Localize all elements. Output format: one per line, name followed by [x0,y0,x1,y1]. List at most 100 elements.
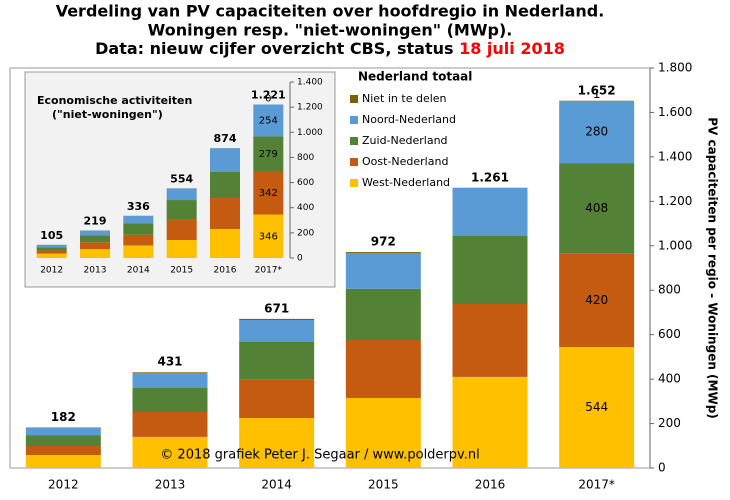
bar-segment [132,388,208,412]
bar-segment [123,234,154,246]
x-tick-label: 2012 [48,478,79,492]
y-tick-label: 200 [658,416,681,430]
bar-segment [452,304,528,377]
bar-segment [253,136,284,172]
bar-segment [123,245,154,258]
x-tick-label: 2015 [170,266,193,276]
bar-segment [559,163,635,254]
inset-title: Economische activiteiten [37,94,192,107]
legend-label: West-Nederland [362,176,450,189]
y-tick-label: 1.200 [658,194,692,208]
title-line: Woningen resp. "niet-woningen" (MWp). [148,21,513,40]
x-tick-label: 2017* [255,266,283,276]
total-label: 105 [40,229,63,242]
bar-segment [559,347,635,468]
total-label: 874 [214,132,237,145]
y-tick-label: 0 [658,461,666,475]
y-tick-label: 600 [297,178,314,188]
y-tick-label: 1.400 [658,149,692,163]
bar-segment [25,435,101,446]
bar-segment [210,148,240,173]
x-tick-label: 2013 [84,266,107,276]
bar-segment [166,188,197,201]
bar-segment [80,230,110,236]
bar-segment [80,242,110,250]
segment-label: 408 [585,201,608,215]
bar-segment [166,240,197,258]
bar-segment [239,342,315,380]
bar-segment [25,446,101,456]
segment-label: 280 [585,125,608,139]
y-tick-label: 1.000 [297,128,323,138]
bar-segment [345,252,421,253]
segment-label: 279 [259,149,278,160]
bar-segment [210,172,240,199]
total-label: 554 [170,172,193,185]
bar-segment [166,219,197,241]
y-tick-label: 800 [297,153,314,163]
legend-swatch [350,95,358,103]
bar-segment [239,320,315,342]
bar-segment [80,235,110,243]
x-tick-label: 2014 [127,266,150,276]
segment-label: 254 [259,115,278,126]
title-line: Verdeling van PV capaciteiten over hoofd… [56,2,605,21]
total-label: 336 [127,200,150,213]
x-tick-label: 2016 [475,478,506,492]
bar-segment [210,198,240,230]
legend-label: Oost-Nederland [362,155,448,168]
bar-segment [253,104,284,137]
bar-segment [132,436,208,468]
y-tick-label: 1.000 [658,238,692,252]
total-label: 182 [51,410,76,424]
y-tick-label: 1.200 [297,103,323,113]
segment-label: 0 [265,94,271,105]
bar-segment [345,288,421,340]
total-label: 219 [84,214,107,227]
total-label: 671 [264,301,289,315]
x-tick-label: 2016 [214,266,237,276]
y-tick-label: 1.800 [658,61,692,75]
title-line: Data: nieuw cijfer overzicht CBS, status… [95,39,565,58]
total-label: 1.221 [251,89,286,102]
bar-segment [239,318,315,320]
legend-swatch [350,116,358,124]
title-date: 18 juli 2018 [459,39,565,58]
bar-segment [36,250,67,254]
legend-label: Noord-Nederland [362,113,456,126]
segment-label: 1 [593,87,601,101]
y-axis-label: PV capaciteiten per regio - Woningen (MW… [706,117,720,419]
bar-segment [80,249,110,258]
y-tick-label: 200 [297,228,314,238]
bar-segment [345,252,421,289]
bar-segment [123,215,154,224]
segment-label: 420 [585,293,608,307]
total-label: 431 [157,355,182,369]
bar-segment [25,455,101,468]
y-tick-label: 400 [658,372,681,386]
legend-label: Niet in te delen [362,92,447,105]
bar-segment [239,418,315,468]
bar-segment [132,412,208,437]
bar-segment [452,236,528,304]
x-tick-label: 2015 [368,478,399,492]
y-tick-label: 1.600 [658,105,692,119]
bar-segment [36,253,67,258]
y-tick-label: 0 [297,254,303,264]
y-tick-label: 800 [658,283,681,297]
legend-swatch [350,179,358,187]
title-line: Data: nieuw cijfer overzicht CBS, status [95,39,453,58]
bar-segment [36,244,67,248]
x-tick-label: 2017* [578,478,615,492]
y-tick-label: 600 [658,327,681,341]
bar-segment [345,340,421,398]
bar-segment [210,229,240,258]
legend-label: Zuid-Nederland [362,134,448,147]
bar-segment [166,200,197,220]
segment-label: 342 [259,188,278,199]
y-tick-label: 1.400 [297,78,323,88]
total-label: 1.261 [471,170,509,184]
bar-segment [345,398,421,468]
bar-segment [253,214,284,258]
